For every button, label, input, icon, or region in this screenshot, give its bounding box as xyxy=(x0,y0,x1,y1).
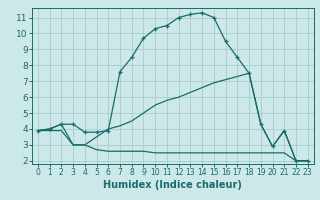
X-axis label: Humidex (Indice chaleur): Humidex (Indice chaleur) xyxy=(103,180,242,190)
